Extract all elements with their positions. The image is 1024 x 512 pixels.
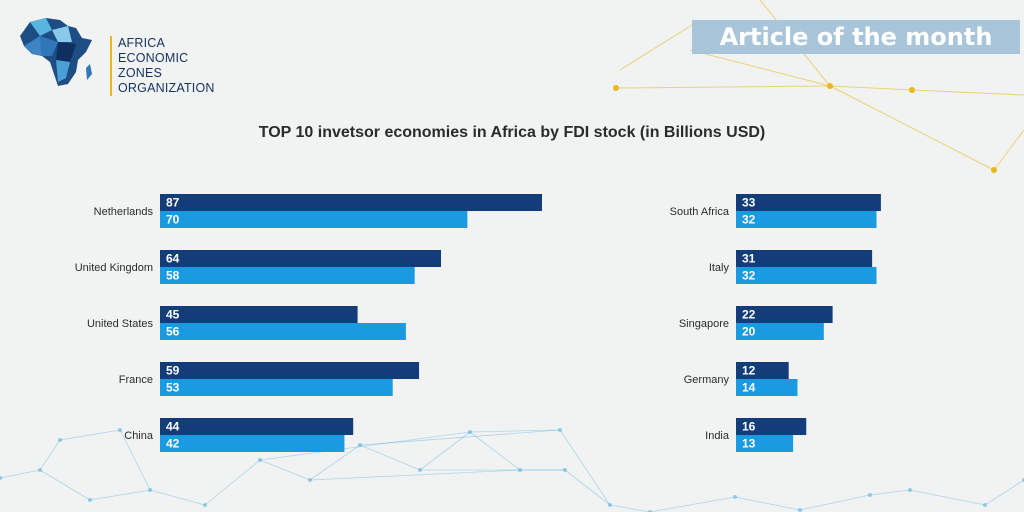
bar-series-1	[160, 306, 358, 323]
bar-value-label: 42	[166, 437, 180, 451]
bar-value-label: 14	[742, 381, 756, 395]
bar-series-2	[160, 267, 415, 284]
category-label: Italy	[709, 262, 730, 274]
bar-value-label: 59	[166, 364, 180, 378]
bar-value-label: 32	[742, 213, 756, 227]
bar-value-label: 33	[742, 196, 756, 210]
bar-series-2	[736, 211, 877, 228]
bar-value-label: 13	[742, 437, 756, 451]
category-label: United States	[87, 318, 154, 330]
logo-line-3: ZONES	[118, 66, 163, 80]
logo: AFRICA ECONOMIC ZONES ORGANIZATION	[12, 12, 214, 97]
bar-series-1	[160, 362, 420, 379]
bar-value-label: 31	[742, 252, 756, 266]
article-of-the-month-badge: Article of the month	[692, 20, 1020, 54]
bar-value-label: 53	[166, 381, 180, 395]
logo-line-1: AFRICA	[118, 36, 166, 50]
bar-series-1	[736, 194, 881, 211]
bar-value-label: 20	[742, 325, 756, 339]
bar-value-label: 70	[166, 213, 180, 227]
bar-value-label: 12	[742, 364, 756, 378]
bar-series-1	[736, 362, 789, 379]
category-label: South Africa	[670, 206, 730, 218]
category-label: Germany	[684, 374, 730, 386]
bar-series-2	[736, 323, 824, 340]
bar-series-2	[160, 435, 345, 452]
bar-value-label: 45	[166, 308, 180, 322]
logo-line-2: ECONOMIC	[118, 51, 189, 65]
category-label: United Kingdom	[75, 262, 153, 274]
category-label: Singapore	[679, 318, 729, 330]
chart-title: TOP 10 invetsor economies in Africa by F…	[258, 124, 766, 141]
bar-value-label: 87	[166, 196, 180, 210]
bar-value-label: 64	[166, 252, 180, 266]
logo-line-4: ORGANIZATION	[118, 81, 215, 95]
category-label: Netherlands	[94, 206, 154, 218]
bar-series-1	[736, 418, 807, 435]
bar-value-label: 16	[742, 420, 756, 434]
logo-divider	[110, 36, 112, 96]
bar-value-label: 58	[166, 269, 180, 283]
category-label: India	[705, 430, 730, 442]
bar-series-1	[160, 250, 442, 267]
africa-map-icon	[20, 18, 92, 86]
bar-series-2	[736, 379, 798, 396]
bar-series-2	[160, 323, 406, 340]
bar-series-1	[736, 250, 873, 267]
bar-value-label: 32	[742, 269, 756, 283]
category-label: France	[119, 374, 153, 386]
category-label: China	[124, 430, 154, 442]
bar-series-2	[736, 267, 877, 284]
bar-series-2	[736, 435, 794, 452]
bar-series-1	[160, 194, 542, 211]
bar-series-1	[160, 418, 354, 435]
bar-value-label: 56	[166, 325, 180, 339]
bar-value-label: 22	[742, 308, 756, 322]
bar-series-1	[736, 306, 833, 323]
logo-wordmark: AFRICA ECONOMIC ZONES ORGANIZATION	[118, 36, 215, 96]
bar-value-label: 44	[166, 420, 180, 434]
bar-series-2	[160, 211, 468, 228]
bar-series-2	[160, 379, 393, 396]
